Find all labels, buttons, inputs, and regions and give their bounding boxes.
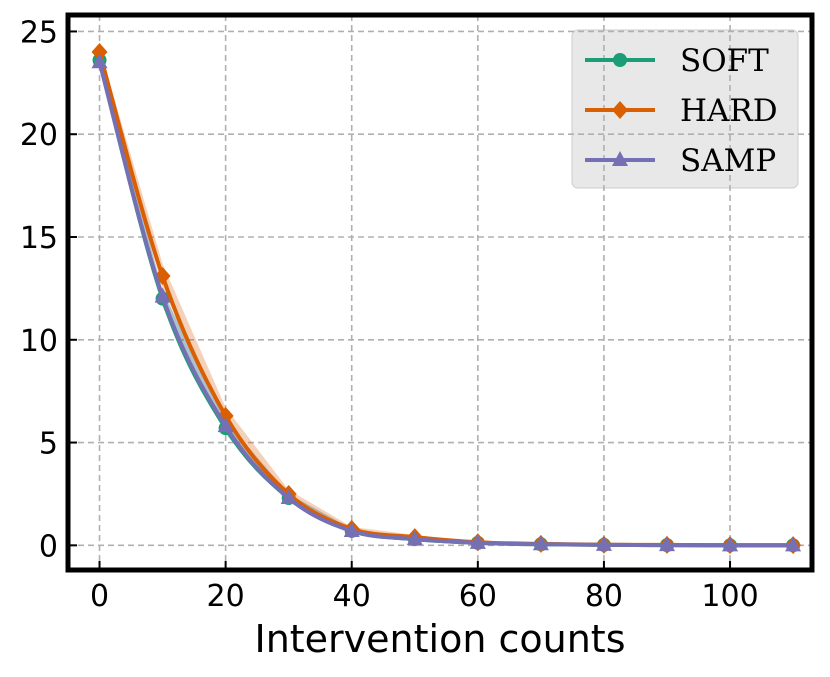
- point-samp: [406, 530, 423, 546]
- legend-marker-soft: [613, 53, 627, 67]
- point-hard: [91, 43, 108, 61]
- legend-marker-samp: [612, 151, 628, 166]
- point-samp: [722, 536, 739, 552]
- plot-frame: [65, 12, 815, 573]
- legend: SOFT HARD SAMP: [585, 43, 778, 179]
- point-samp: [217, 417, 234, 433]
- grid: [68, 15, 812, 570]
- point-samp: [343, 521, 360, 537]
- x-tick-label: 100: [701, 579, 758, 614]
- point-samp: [658, 536, 675, 552]
- point-samp: [785, 536, 802, 552]
- ticks: 0 20 40 60 80 100 0 5 10 15 20 25: [20, 15, 759, 614]
- point-samp: [532, 535, 549, 551]
- x-tick-label: 60: [459, 579, 497, 614]
- point-samp: [469, 533, 486, 549]
- point-samp: [91, 53, 108, 69]
- legend-label-soft: SOFT: [680, 43, 769, 79]
- series-lines: [91, 43, 802, 555]
- point-samp: [154, 287, 171, 303]
- x-tick-label: 20: [207, 579, 245, 614]
- y-tick-label: 25: [20, 15, 58, 50]
- y-tick-label: 10: [20, 324, 58, 359]
- x-axis-label: Intervention counts: [254, 617, 625, 661]
- y-tick-label: 0: [39, 529, 58, 564]
- y-tick-label: 15: [20, 221, 58, 256]
- point-samp: [595, 535, 612, 551]
- point-samp: [280, 489, 297, 505]
- x-tick-label: 0: [90, 579, 109, 614]
- legend-label-hard: HARD: [680, 93, 778, 129]
- y-tick-label: 5: [39, 427, 58, 462]
- legend-label-samp: SAMP: [680, 143, 776, 179]
- x-tick-label: 40: [333, 579, 371, 614]
- y-tick-label: 20: [20, 118, 58, 153]
- x-tick-label: 80: [585, 579, 623, 614]
- legend-box: [571, 29, 799, 189]
- legend-marker-hard: [612, 101, 628, 119]
